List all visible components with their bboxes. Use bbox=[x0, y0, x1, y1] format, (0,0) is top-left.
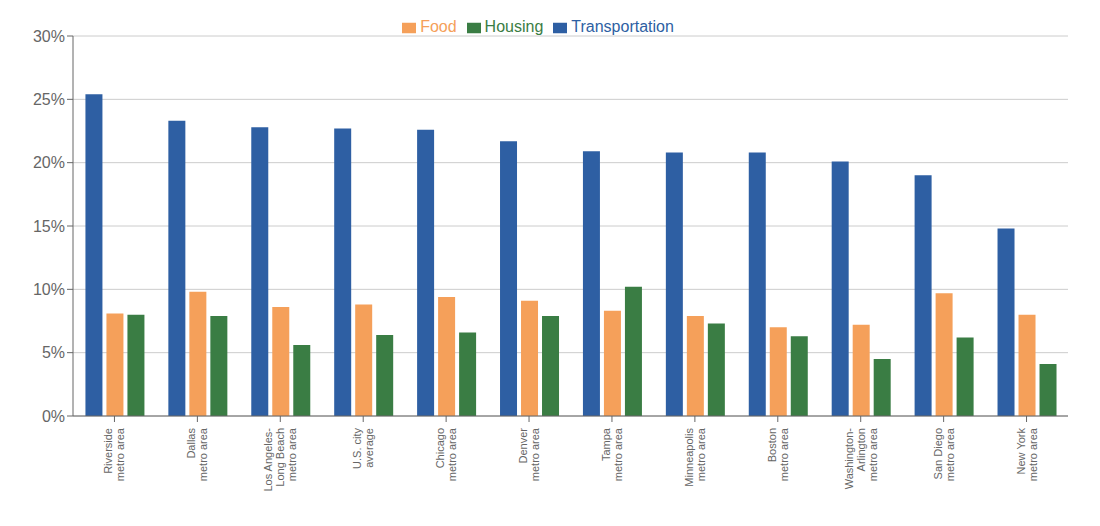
svg-text:Los Angeles-Long Beachmetro ar: Los Angeles-Long Beachmetro area bbox=[262, 427, 298, 491]
html-text:Transportation: Transportation bbox=[571, 18, 674, 35]
svg-text:25%: 25% bbox=[33, 91, 65, 108]
svg-text:U.S. cityaverage: U.S. cityaverage bbox=[351, 428, 375, 469]
svg-text:New Yorkmetro area: New Yorkmetro area bbox=[1015, 427, 1039, 481]
html-text:Food: Food bbox=[420, 18, 457, 35]
svg-text:Denvermetro area: Denvermetro area bbox=[517, 427, 541, 481]
svg-text:Chicagometro area: Chicagometro area bbox=[434, 427, 458, 481]
html-text:Housing: Housing bbox=[484, 18, 544, 35]
svg-text:15%: 15% bbox=[33, 218, 65, 235]
svg-text:Minneapolismetro area: Minneapolismetro area bbox=[683, 427, 707, 487]
svg-text:0%: 0% bbox=[42, 408, 65, 425]
svg-text:San Diegometro area: San Diegometro area bbox=[932, 427, 956, 481]
svg-text:Dallasmetro area: Dallasmetro area bbox=[185, 427, 209, 481]
svg-text:Bostonmetro area: Bostonmetro area bbox=[766, 427, 790, 481]
svg-text:Riversidemetro area: Riversidemetro area bbox=[102, 427, 126, 481]
svg-text:20%: 20% bbox=[33, 154, 65, 171]
svg-text:30%: 30% bbox=[33, 28, 65, 45]
svg-text:5%: 5% bbox=[42, 344, 65, 361]
svg-text:Washington-Arlingtonmetro area: Washington-Arlingtonmetro area bbox=[843, 427, 879, 489]
svg-text:Tampametro area: Tampametro area bbox=[600, 427, 624, 481]
svg-text:10%: 10% bbox=[33, 281, 65, 298]
